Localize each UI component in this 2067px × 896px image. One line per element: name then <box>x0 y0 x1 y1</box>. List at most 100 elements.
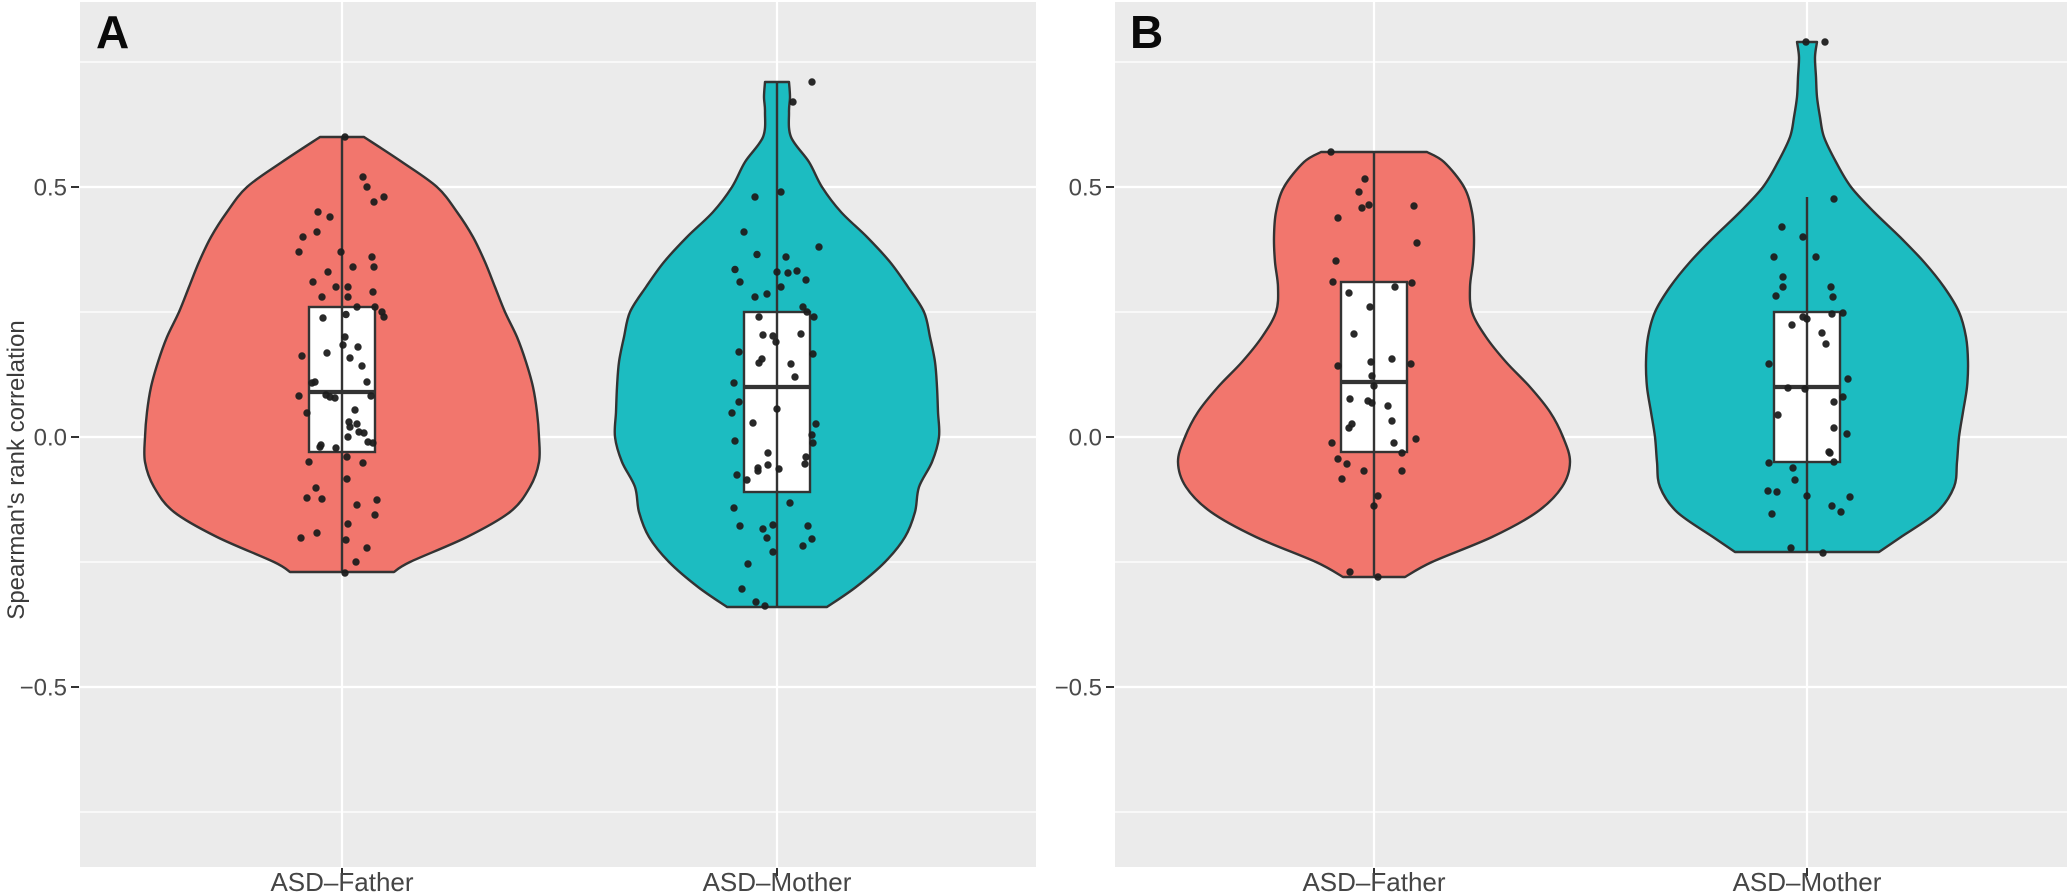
data-point <box>1358 204 1366 212</box>
data-point <box>1388 355 1396 363</box>
data-point <box>735 348 743 356</box>
data-point <box>368 253 376 261</box>
data-point <box>369 288 377 296</box>
data-point <box>1370 502 1378 510</box>
data-point <box>353 303 361 311</box>
data-point <box>808 78 816 86</box>
data-point <box>303 409 311 417</box>
data-point <box>764 461 772 469</box>
data-point <box>313 529 321 537</box>
data-point <box>380 193 388 201</box>
data-point <box>313 228 321 236</box>
data-point <box>1343 460 1351 468</box>
data-point <box>343 475 351 483</box>
data-point <box>1788 321 1796 329</box>
data-point <box>1827 283 1835 291</box>
data-point <box>367 392 375 400</box>
x-category-label: ASD–Mother <box>1733 867 1882 896</box>
data-point <box>730 379 738 387</box>
data-point <box>1837 508 1845 516</box>
data-point <box>1828 502 1836 510</box>
data-point <box>341 133 349 141</box>
data-point <box>1818 329 1826 337</box>
data-point <box>1412 435 1420 443</box>
data-point <box>1334 214 1342 222</box>
data-point <box>761 602 769 610</box>
data-point <box>743 476 751 484</box>
data-point <box>346 354 354 362</box>
y-tick-label: 0.5 <box>34 175 67 202</box>
data-point <box>323 349 331 357</box>
data-point <box>1367 358 1375 366</box>
data-point <box>777 188 785 196</box>
data-point <box>1803 315 1811 323</box>
data-point <box>342 536 350 544</box>
data-point <box>1826 449 1834 457</box>
data-point <box>749 419 757 427</box>
data-point <box>1329 278 1337 286</box>
data-point <box>344 293 352 301</box>
y-tick-label: 0.0 <box>34 425 67 452</box>
data-point <box>352 558 360 566</box>
data-point <box>784 269 792 277</box>
data-point <box>351 406 359 414</box>
data-point <box>1370 382 1378 390</box>
data-point <box>1327 148 1335 156</box>
x-category-label: ASD–Father <box>270 867 413 896</box>
data-point <box>1328 439 1336 447</box>
data-point <box>1779 273 1787 281</box>
data-point <box>759 525 767 533</box>
data-point <box>341 333 349 341</box>
data-point <box>1774 411 1782 419</box>
data-point <box>1828 310 1836 318</box>
data-point <box>1346 395 1354 403</box>
panel-label-b: B <box>1130 6 1163 58</box>
data-point <box>318 495 326 503</box>
jitter-points <box>1764 38 1854 557</box>
jitter-points <box>1327 148 1421 581</box>
y-axis-title: Spearman's rank correlation <box>3 320 30 619</box>
data-point <box>1384 402 1392 410</box>
data-point <box>319 314 327 322</box>
data-point <box>360 429 368 437</box>
data-point <box>738 585 746 593</box>
data-point <box>797 330 805 338</box>
data-point <box>370 263 378 271</box>
data-point <box>755 313 763 321</box>
data-point <box>337 248 345 256</box>
data-point <box>1361 175 1369 183</box>
y-tick-label: −0.5 <box>1055 675 1102 702</box>
data-point <box>344 283 352 291</box>
data-point <box>1829 293 1837 301</box>
data-point <box>777 283 785 291</box>
data-point <box>1365 201 1373 209</box>
jitter-points <box>295 133 388 577</box>
data-point <box>791 373 799 381</box>
data-point <box>1334 455 1342 463</box>
data-point <box>793 267 801 275</box>
data-point <box>799 303 807 311</box>
data-point <box>342 310 350 319</box>
data-point <box>363 183 371 191</box>
data-point <box>1765 459 1773 467</box>
data-point <box>740 228 748 236</box>
data-point <box>752 598 760 606</box>
data-point <box>1787 544 1795 552</box>
data-point <box>1789 464 1797 472</box>
data-point <box>1779 283 1787 291</box>
data-point <box>728 409 736 417</box>
data-point <box>354 343 362 351</box>
data-point <box>787 360 795 368</box>
data-point <box>1830 424 1838 432</box>
data-point <box>808 431 816 439</box>
panel-label-a: A <box>96 6 129 58</box>
data-point <box>731 437 739 445</box>
violin-group-asd-father <box>1176 148 1572 581</box>
data-point <box>1408 279 1416 287</box>
data-point <box>1368 399 1376 407</box>
data-point <box>733 471 741 479</box>
data-point <box>1390 439 1398 447</box>
data-point <box>1388 417 1396 425</box>
data-point <box>1407 360 1415 368</box>
